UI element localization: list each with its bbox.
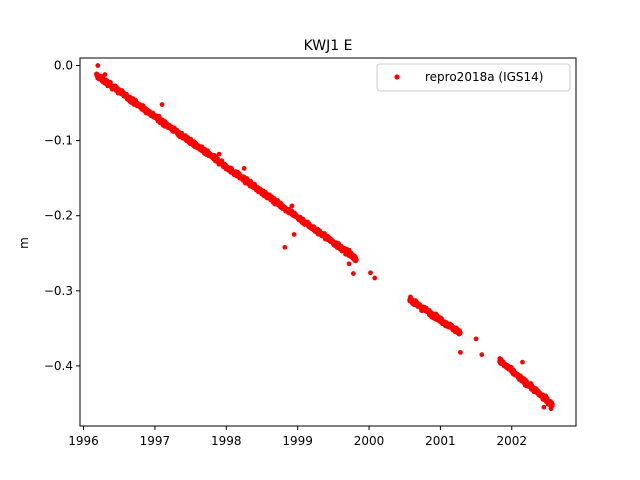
x-tick-label: 2000 <box>354 434 385 448</box>
legend: repro2018a (IGS14) <box>376 63 571 92</box>
data-point <box>372 275 378 281</box>
data-point <box>548 406 554 412</box>
data-point <box>368 270 373 276</box>
data-point <box>457 330 463 336</box>
data-point <box>473 336 479 342</box>
y-axis-label: m <box>17 237 31 249</box>
data-point <box>353 257 359 263</box>
points-layer <box>94 63 555 412</box>
y-tick-label: −0.4 <box>44 359 73 373</box>
data-point <box>102 72 108 77</box>
data-point <box>289 203 295 209</box>
data-point <box>457 350 463 355</box>
x-tick-label: 2001 <box>425 434 456 448</box>
chart-title: KWJ1 E <box>304 38 353 54</box>
data-point <box>350 271 356 276</box>
data-point <box>159 102 165 107</box>
legend-label: repro2018a (IGS14) <box>425 70 543 84</box>
plot-frame <box>79 57 577 427</box>
data-point <box>241 166 247 171</box>
x-tick-label: 1999 <box>282 434 313 448</box>
data-point <box>520 359 525 365</box>
data-point <box>282 244 288 250</box>
x-tick-label: 1997 <box>140 434 171 448</box>
x-tick-label: 2002 <box>496 434 527 448</box>
y-tick-label: 0.0 <box>54 59 73 73</box>
x-tick-label: 1996 <box>68 434 99 448</box>
y-tick-label: −0.1 <box>44 134 73 148</box>
ticks-layer: 1996 1997 1998 1999 2000 2001 2002 0.0 −0.1 −0.2 −… <box>44 59 527 448</box>
data-point <box>479 352 485 358</box>
data-point <box>346 261 352 267</box>
data-point <box>541 404 547 410</box>
y-tick-label: −0.3 <box>44 284 73 298</box>
data-point <box>216 151 222 157</box>
legend-marker <box>394 74 400 80</box>
data-point <box>291 232 297 237</box>
legend-box <box>376 63 571 92</box>
data-point <box>95 63 101 68</box>
x-tick-label: 1998 <box>211 434 242 448</box>
y-tick-label: −0.2 <box>44 209 73 223</box>
